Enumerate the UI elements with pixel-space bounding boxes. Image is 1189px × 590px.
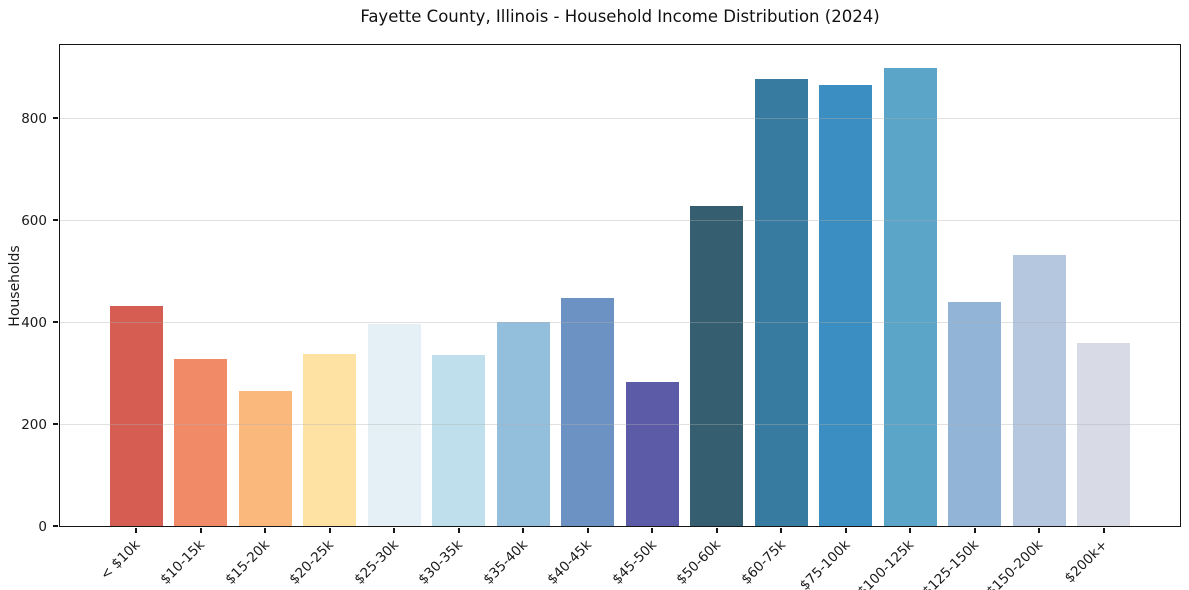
gridline <box>60 219 1180 222</box>
x-tick-mark <box>264 528 267 533</box>
y-tick-label: 0 <box>38 519 47 535</box>
x-tick-mark <box>135 528 138 533</box>
x-tick-mark <box>199 528 202 533</box>
bar <box>948 301 1002 526</box>
y-tick-label: 200 <box>21 416 47 433</box>
bar <box>109 305 163 526</box>
bar <box>432 354 486 526</box>
bar <box>303 353 357 526</box>
x-tick-mark <box>522 528 525 533</box>
x-tick-mark <box>393 528 396 533</box>
gridline <box>60 117 1180 120</box>
bar <box>690 205 744 526</box>
bar <box>1012 255 1066 526</box>
y-tick-label: 400 <box>21 314 47 331</box>
x-tick-mark <box>1102 528 1105 533</box>
y-tick-mark <box>53 321 58 323</box>
x-tick-mark <box>586 528 589 533</box>
x-tick-label: $200k+ <box>940 534 1111 586</box>
plot-area <box>53 44 1181 533</box>
chart-title: Fayette County, Illinois - Household Inc… <box>360 7 880 26</box>
bar <box>174 359 228 526</box>
x-tick-mark <box>328 528 331 533</box>
x-tick-mark <box>457 528 460 533</box>
y-tick-label: 600 <box>21 212 47 229</box>
bar <box>819 85 873 526</box>
bar <box>496 321 550 526</box>
bar <box>625 382 679 526</box>
y-tick-label: 800 <box>21 110 47 127</box>
bar <box>238 390 292 526</box>
y-tick-mark <box>53 117 58 119</box>
bar <box>561 298 615 526</box>
x-tick-mark <box>715 528 718 533</box>
x-tick-mark <box>1038 528 1041 533</box>
y-tick-mark <box>53 219 58 221</box>
x-tick-mark <box>780 528 783 533</box>
x-tick-mark <box>909 528 912 533</box>
bar <box>883 68 937 526</box>
bar <box>754 78 808 526</box>
x-tick-mark <box>651 528 654 533</box>
x-tick-mark <box>973 528 976 533</box>
bar <box>367 323 421 526</box>
x-tick-label-text: $200k+ <box>1061 537 1112 587</box>
y-tick-mark <box>53 423 58 425</box>
y-tick-mark <box>53 525 58 527</box>
x-tick-mark <box>844 528 847 533</box>
bar <box>1077 342 1131 526</box>
